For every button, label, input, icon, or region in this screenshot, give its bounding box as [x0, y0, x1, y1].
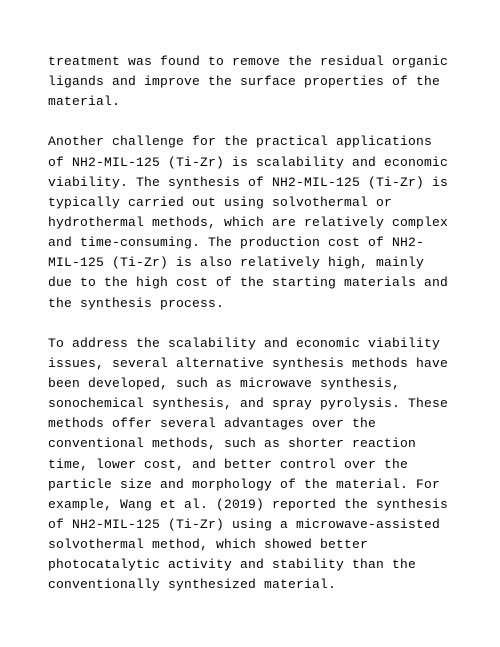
body-paragraph: treatment was found to remove the residu… [48, 52, 452, 112]
body-paragraph: Another challenge for the practical appl… [48, 132, 452, 313]
body-paragraph: To address the scalability and economic … [48, 334, 452, 596]
